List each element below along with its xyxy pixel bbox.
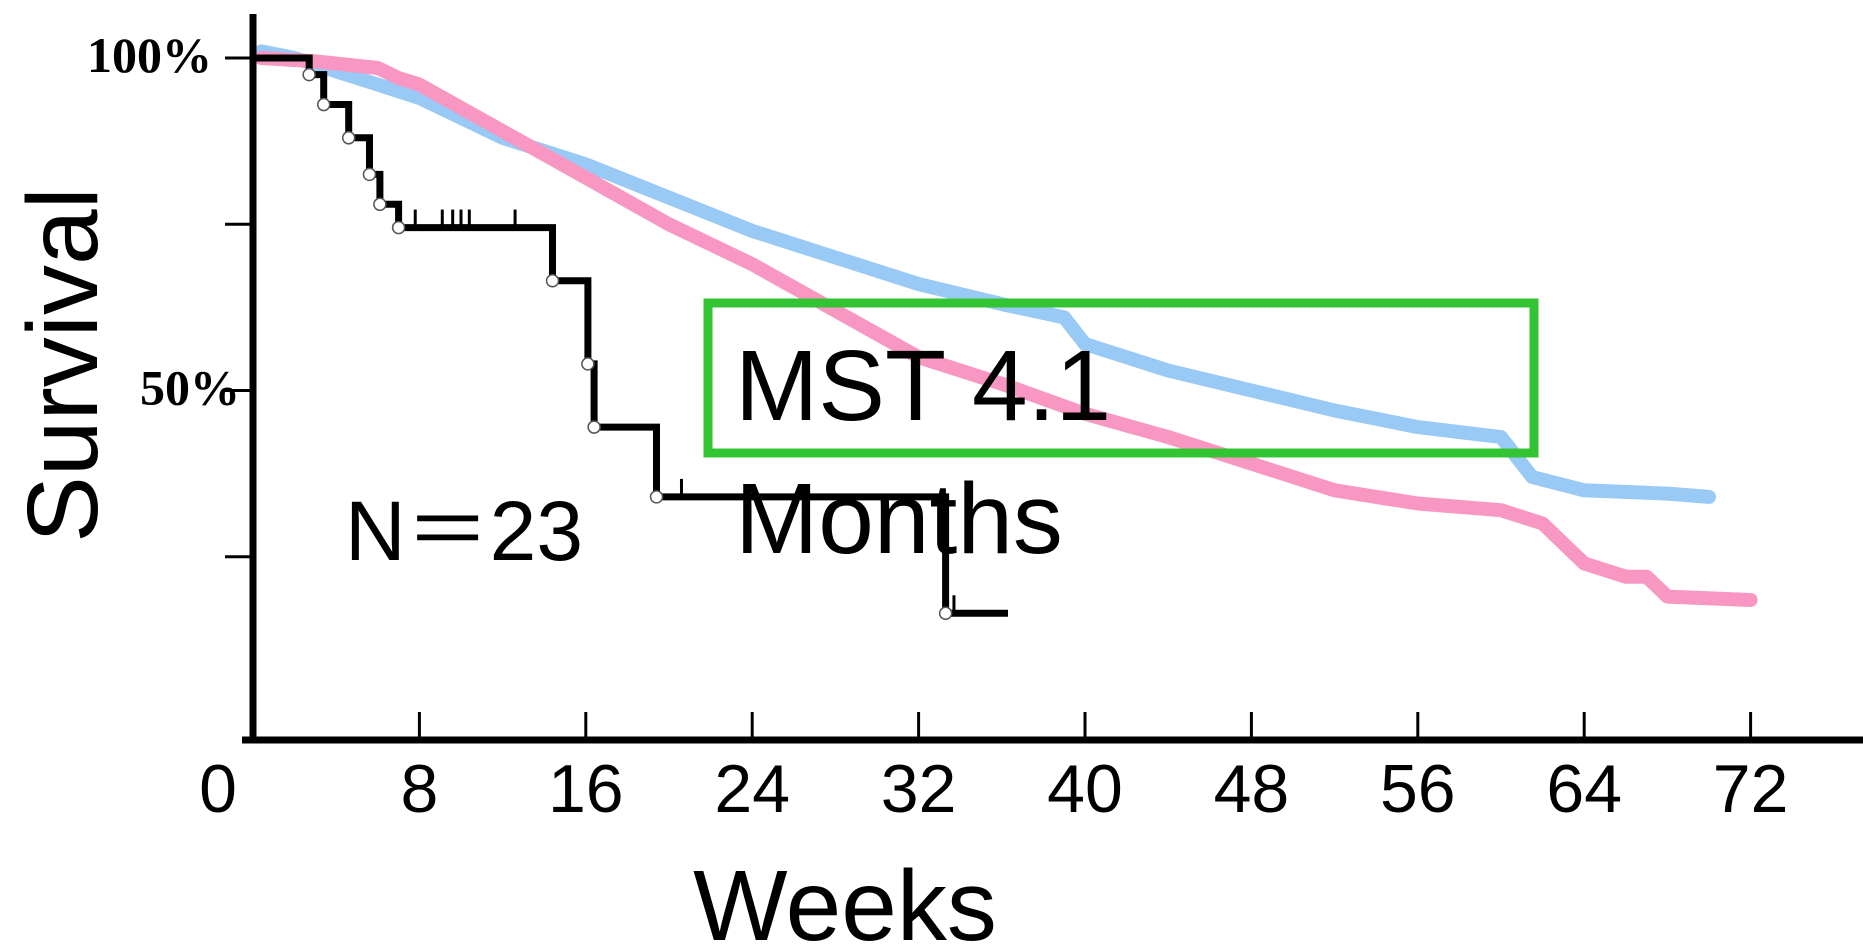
x-tick-label: 8 [400, 751, 438, 827]
mst-label-line1: MST 4.1 [735, 330, 1111, 442]
event-point [316, 97, 331, 112]
x-ticks: 0 8 16 24 32 40 48 56 64 72 [199, 712, 1788, 827]
event-point [362, 167, 377, 182]
event-point [373, 197, 387, 212]
x-axis-label: Weeks [693, 850, 997, 950]
x-tick-label: 0 [199, 751, 237, 827]
y-tick-label: 50% [140, 360, 240, 416]
event-point [391, 220, 406, 235]
x-tick-label: 16 [548, 751, 624, 827]
x-tick-label: 56 [1380, 751, 1456, 827]
event-point [649, 490, 664, 504]
event-point [587, 420, 601, 434]
event-point [545, 274, 560, 288]
x-tick-label: 72 [1713, 751, 1789, 827]
series-line-pink-ref [254, 51, 1758, 607]
n-label: N＝23 [345, 484, 583, 578]
x-tick-label: 40 [1047, 751, 1123, 827]
event-point [341, 131, 356, 145]
x-tick-label: 24 [714, 751, 790, 827]
mst-box [703, 298, 1539, 458]
mst-label-line2: Months [735, 463, 1063, 575]
y-tick-label: 100% [87, 27, 212, 83]
x-tick-label: 32 [881, 751, 957, 827]
event-point [938, 606, 953, 621]
y-ticks: 100% 50% [87, 27, 253, 559]
y-axis-label: Survival [7, 187, 119, 543]
x-tick-label: 64 [1546, 751, 1622, 827]
study-curve [253, 54, 1008, 621]
event-point [581, 357, 595, 371]
event-point [302, 67, 316, 82]
x-tick-label: 48 [1214, 751, 1290, 827]
